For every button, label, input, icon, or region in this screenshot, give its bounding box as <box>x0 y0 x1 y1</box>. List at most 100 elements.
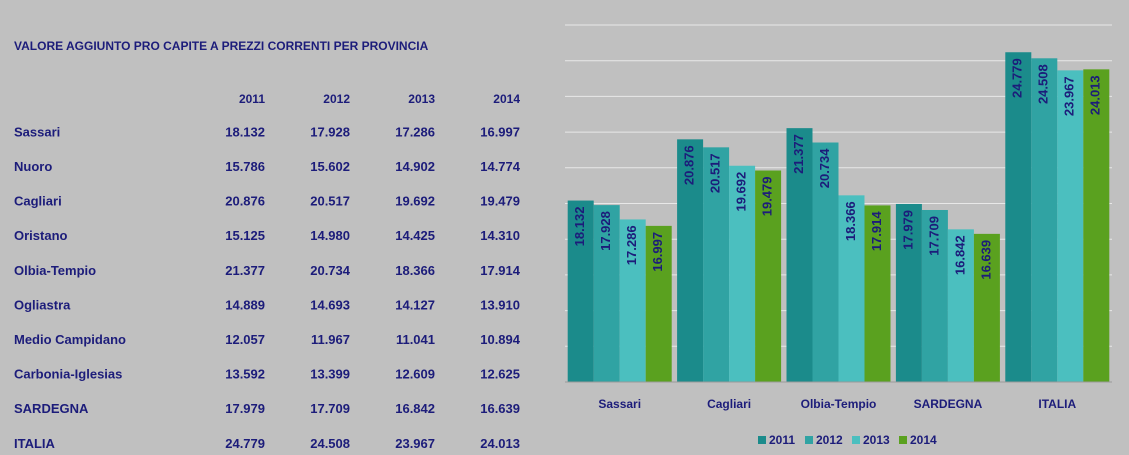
cell: 17.914 <box>480 263 521 278</box>
bar <box>973 233 1000 382</box>
data-label: 16.842 <box>952 235 967 275</box>
cell: 14.127 <box>395 297 435 312</box>
cell: 14.425 <box>395 228 435 243</box>
bar <box>786 128 813 382</box>
data-label: 18.366 <box>843 201 858 241</box>
cell: 14.980 <box>310 228 350 243</box>
row-label: Nuoro <box>14 159 52 174</box>
row-label: Cagliari <box>14 194 62 209</box>
cell: 12.057 <box>225 332 265 347</box>
bar <box>1057 70 1084 382</box>
cell: 24.013 <box>480 436 520 451</box>
legend-swatch <box>899 436 907 444</box>
cell: 12.609 <box>395 367 435 382</box>
cell: 19.692 <box>395 194 435 209</box>
data-label: 20.517 <box>708 153 723 193</box>
bar <box>677 139 704 382</box>
cell: 24.508 <box>310 436 350 451</box>
bar <box>729 165 756 382</box>
cell: 24.779 <box>225 436 265 451</box>
cell: 20.734 <box>310 263 351 278</box>
cell: 20.517 <box>310 194 350 209</box>
row-label: Olbia-Tempio <box>14 263 96 278</box>
cell: 18.366 <box>395 263 435 278</box>
cell: 23.967 <box>395 436 435 451</box>
bar <box>755 170 782 382</box>
column-header: 2014 <box>493 92 520 106</box>
legend-label: 2014 <box>910 433 937 447</box>
bar <box>619 219 646 382</box>
cell: 17.979 <box>225 401 265 416</box>
cell: 13.910 <box>480 297 520 312</box>
data-label: 19.692 <box>734 172 749 212</box>
data-label: 21.377 <box>791 134 806 174</box>
data-label: 17.979 <box>900 210 915 250</box>
cell: 18.132 <box>225 124 265 139</box>
legend-label: 2013 <box>863 433 890 447</box>
data-label: 17.928 <box>598 211 613 251</box>
data-label: 23.967 <box>1062 76 1077 116</box>
column-header: 2013 <box>408 92 435 106</box>
cell: 10.894 <box>480 332 521 347</box>
cell: 14.310 <box>480 228 520 243</box>
x-tick-label: Sassari <box>598 397 641 411</box>
cell: 13.592 <box>225 367 265 382</box>
bar <box>895 203 922 382</box>
cell: 20.876 <box>225 194 265 209</box>
cell: 14.902 <box>395 159 435 174</box>
cell: 11.967 <box>311 332 350 347</box>
legend-swatch <box>852 436 860 444</box>
column-header: 2012 <box>323 92 350 106</box>
row-label: Carbonia-Iglesias <box>14 367 122 382</box>
data-label: 16.997 <box>650 232 665 272</box>
row-label: Oristano <box>14 228 68 243</box>
bar <box>864 205 891 382</box>
cell: 17.286 <box>395 124 435 139</box>
data-label: 24.013 <box>1088 75 1103 115</box>
x-tick-label: SARDEGNA <box>914 397 983 411</box>
cell: 12.625 <box>480 367 520 382</box>
cell: 17.709 <box>310 401 350 416</box>
data-label: 20.876 <box>682 145 697 185</box>
row-label: Ogliastra <box>14 297 71 312</box>
table-title: VALORE AGGIUNTO PRO CAPITE A PREZZI CORR… <box>14 39 429 53</box>
row-label: Sassari <box>14 124 60 139</box>
cell: 14.693 <box>310 297 350 312</box>
legend-swatch <box>805 436 813 444</box>
bar <box>567 200 594 382</box>
row-label: Medio Campidano <box>14 332 126 347</box>
cell: 15.125 <box>225 228 265 243</box>
cell: 17.928 <box>310 124 350 139</box>
cell: 16.842 <box>395 401 435 416</box>
cell: 19.479 <box>480 194 520 209</box>
cell: 15.786 <box>225 159 265 174</box>
bar <box>1083 69 1110 383</box>
bar <box>838 195 865 382</box>
cell: 16.997 <box>480 124 520 139</box>
row-label: SARDEGNA <box>14 401 89 416</box>
data-label: 19.479 <box>760 176 775 216</box>
bar <box>1031 58 1058 382</box>
bar <box>703 147 730 382</box>
data-label: 18.132 <box>572 207 587 247</box>
bar <box>593 205 620 382</box>
bar <box>921 209 948 382</box>
data-label: 17.709 <box>926 216 941 256</box>
row-label: ITALIA <box>14 436 56 451</box>
data-label: 24.508 <box>1036 64 1051 104</box>
bar <box>947 229 974 382</box>
legend-label: 2011 <box>769 433 795 447</box>
x-tick-label: Cagliari <box>707 397 751 411</box>
data-label: 24.779 <box>1010 58 1025 98</box>
cell: 21.377 <box>225 263 265 278</box>
data-label: 17.914 <box>869 211 884 252</box>
cell: 13.399 <box>310 367 350 382</box>
cell: 11.041 <box>396 332 435 347</box>
column-header: 2011 <box>239 92 265 106</box>
data-label: 17.286 <box>624 225 639 265</box>
x-tick-label: ITALIA <box>1038 397 1076 411</box>
data-label: 20.734 <box>817 148 832 189</box>
cell: 16.639 <box>480 401 520 416</box>
